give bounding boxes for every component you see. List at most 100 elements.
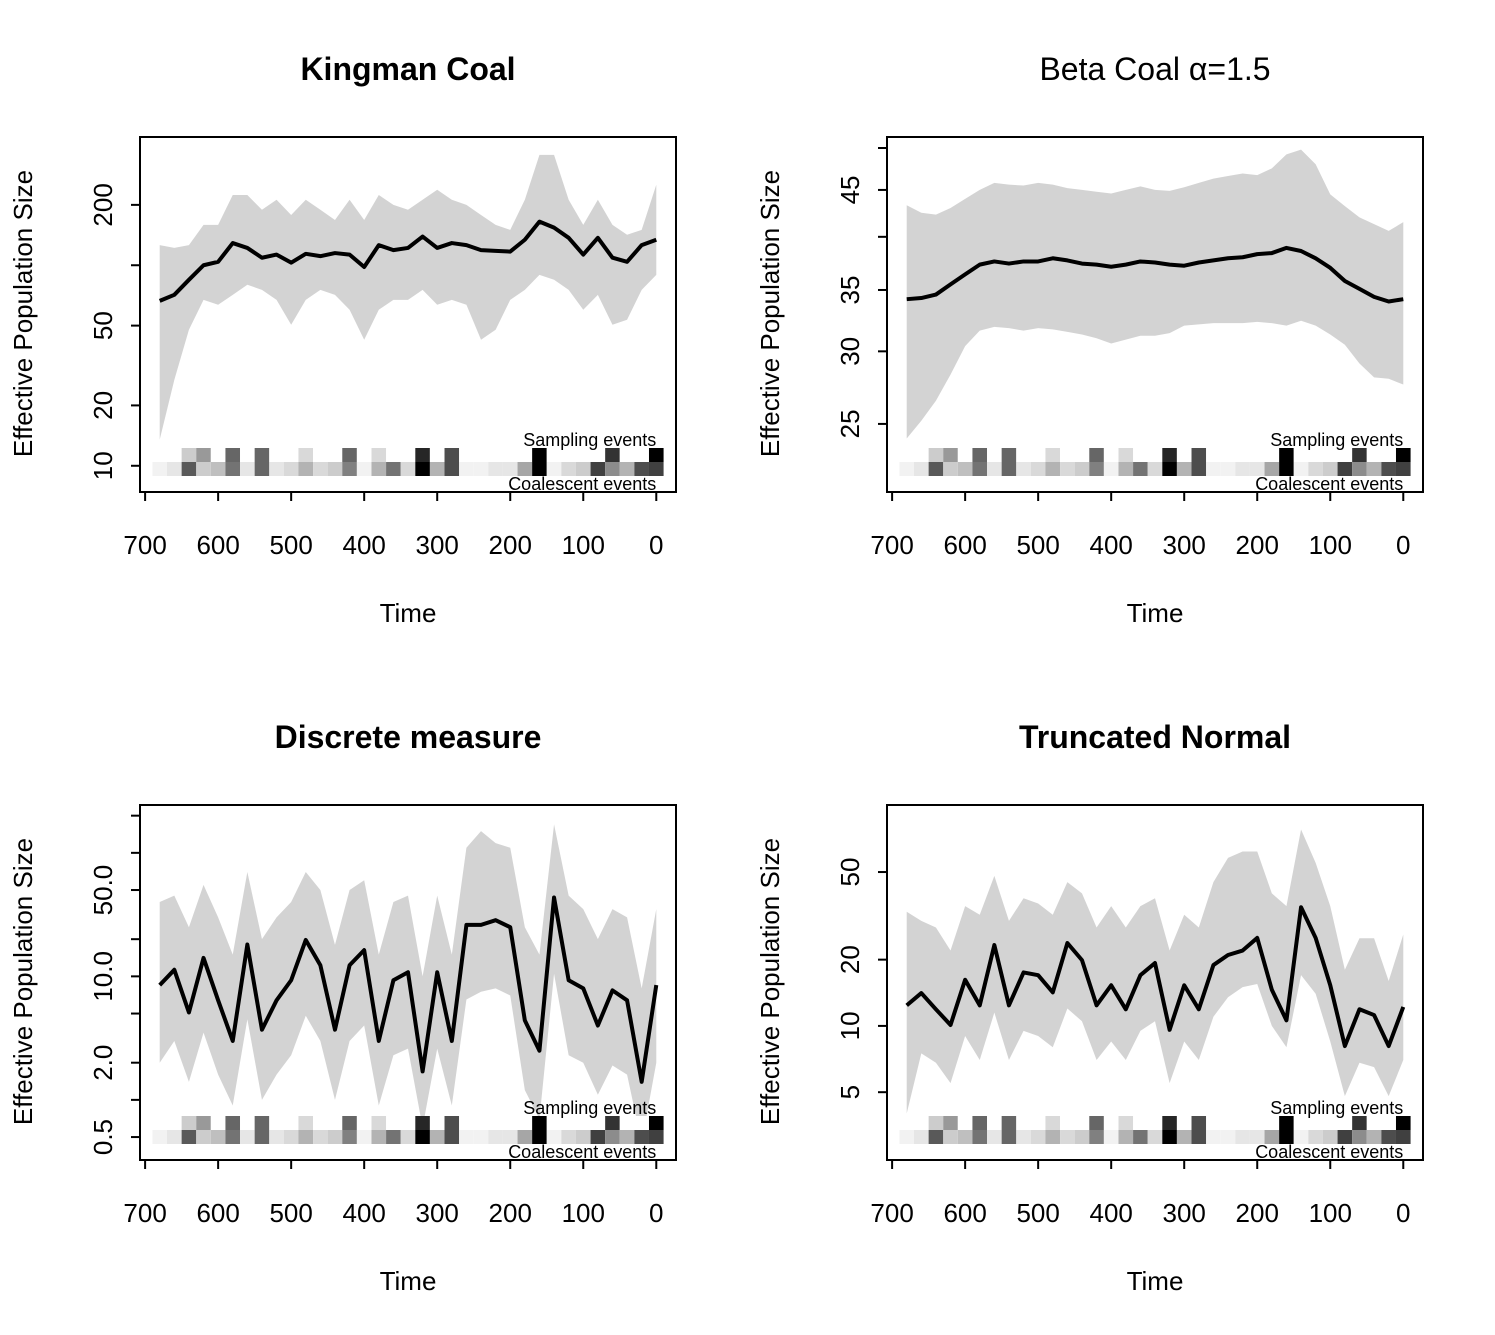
event-cell bbox=[313, 448, 328, 462]
chart-title: Kingman Coal bbox=[300, 51, 515, 87]
x-tick-label: 700 bbox=[870, 530, 913, 560]
event-cell bbox=[1133, 462, 1148, 476]
event-cell bbox=[532, 448, 547, 462]
event-cell bbox=[1191, 1130, 1207, 1144]
event-cell bbox=[1352, 462, 1367, 476]
event-cell bbox=[605, 1116, 620, 1130]
event-cell bbox=[210, 462, 226, 476]
chart-title: Beta Coal α=1.5 bbox=[1039, 51, 1270, 87]
x-tick-label: 500 bbox=[269, 530, 312, 560]
event-cell bbox=[240, 1116, 255, 1130]
y-tick-label: 2.0 bbox=[88, 1045, 118, 1081]
event-cell bbox=[386, 1116, 401, 1130]
event-cell bbox=[269, 1130, 284, 1144]
event-cell bbox=[240, 462, 255, 476]
event-cell bbox=[590, 1116, 606, 1130]
x-tick-label: 400 bbox=[342, 1198, 385, 1228]
event-cell bbox=[356, 448, 372, 462]
x-tick-label: 500 bbox=[269, 1198, 312, 1228]
event-cell bbox=[1308, 462, 1323, 476]
event-cell bbox=[415, 1130, 430, 1144]
event-cell bbox=[928, 462, 944, 476]
event-cell bbox=[575, 462, 591, 476]
x-tick-label: 100 bbox=[562, 1198, 605, 1228]
event-cell bbox=[1249, 1130, 1265, 1144]
event-cell bbox=[1395, 1130, 1411, 1144]
event-cell bbox=[1395, 462, 1411, 476]
event-cell bbox=[1147, 462, 1163, 476]
event-cell bbox=[1206, 1130, 1221, 1144]
event-cell bbox=[561, 1130, 576, 1144]
y-tick-label: 20 bbox=[835, 945, 865, 974]
event-cell bbox=[313, 1130, 328, 1144]
event-cell bbox=[590, 1130, 606, 1144]
event-cell bbox=[502, 1116, 518, 1130]
x-tick-label: 200 bbox=[1236, 1198, 1279, 1228]
event-cell bbox=[1249, 462, 1265, 476]
event-cell bbox=[619, 448, 635, 462]
y-tick-label: 35 bbox=[835, 276, 865, 305]
x-axis-label: Time bbox=[1127, 598, 1184, 628]
event-cell bbox=[1249, 448, 1265, 462]
x-tick-label: 100 bbox=[1309, 1198, 1352, 1228]
event-cell bbox=[459, 462, 474, 476]
event-cell bbox=[1001, 1130, 1017, 1144]
event-cell bbox=[1206, 1116, 1221, 1130]
event-cell bbox=[605, 448, 620, 462]
x-tick-label: 300 bbox=[416, 1198, 459, 1228]
event-cell bbox=[928, 1116, 944, 1130]
x-tick-label: 300 bbox=[1163, 1198, 1206, 1228]
event-cell bbox=[1322, 1116, 1338, 1130]
event-cell bbox=[1279, 1116, 1294, 1130]
event-cell bbox=[254, 1130, 270, 1144]
event-cell bbox=[444, 462, 460, 476]
event-cell bbox=[400, 1130, 416, 1144]
event-label: Sampling events bbox=[523, 430, 656, 450]
event-cell bbox=[400, 448, 416, 462]
event-cell bbox=[1191, 462, 1207, 476]
event-cell bbox=[1308, 448, 1323, 462]
event-cell bbox=[1103, 448, 1119, 462]
event-cell bbox=[517, 462, 533, 476]
event-cell bbox=[386, 448, 401, 462]
event-cell bbox=[987, 462, 1002, 476]
event-cell bbox=[1133, 448, 1148, 462]
event-cell bbox=[1206, 448, 1221, 462]
event-cell bbox=[1381, 448, 1396, 462]
x-tick-label: 700 bbox=[123, 1198, 166, 1228]
median-line bbox=[158, 895, 659, 1084]
event-cell bbox=[1366, 1130, 1382, 1144]
event-cell bbox=[1352, 448, 1367, 462]
event-cell bbox=[1220, 462, 1236, 476]
event-cell bbox=[1366, 448, 1382, 462]
event-cell bbox=[648, 462, 664, 476]
event-cell bbox=[987, 448, 1002, 462]
event-cell bbox=[1074, 448, 1090, 462]
event-cell bbox=[254, 462, 270, 476]
x-tick-label: 400 bbox=[1089, 530, 1132, 560]
event-cell bbox=[1293, 1116, 1309, 1130]
event-cell bbox=[914, 1130, 929, 1144]
event-cell bbox=[342, 448, 357, 462]
event-cell bbox=[1264, 448, 1280, 462]
event-cell bbox=[210, 448, 226, 462]
event-cell bbox=[196, 448, 211, 462]
event-cell bbox=[1030, 1130, 1046, 1144]
y-tick-label: 0.5 bbox=[88, 1119, 118, 1155]
event-cell bbox=[899, 448, 915, 462]
event-cell bbox=[532, 1130, 547, 1144]
event-cell bbox=[575, 1130, 591, 1144]
event-cell bbox=[210, 1130, 226, 1144]
x-tick-label: 600 bbox=[943, 1198, 986, 1228]
event-cell bbox=[502, 1130, 518, 1144]
event-cell bbox=[957, 1130, 973, 1144]
event-cell bbox=[943, 1130, 958, 1144]
event-cell bbox=[298, 1130, 314, 1144]
event-cell bbox=[371, 462, 387, 476]
event-cell bbox=[167, 1130, 182, 1144]
event-cell bbox=[386, 462, 401, 476]
event-cell bbox=[1322, 462, 1338, 476]
x-tick-label: 0 bbox=[1396, 530, 1410, 560]
median-line bbox=[905, 905, 1406, 1049]
event-cell bbox=[532, 462, 547, 476]
